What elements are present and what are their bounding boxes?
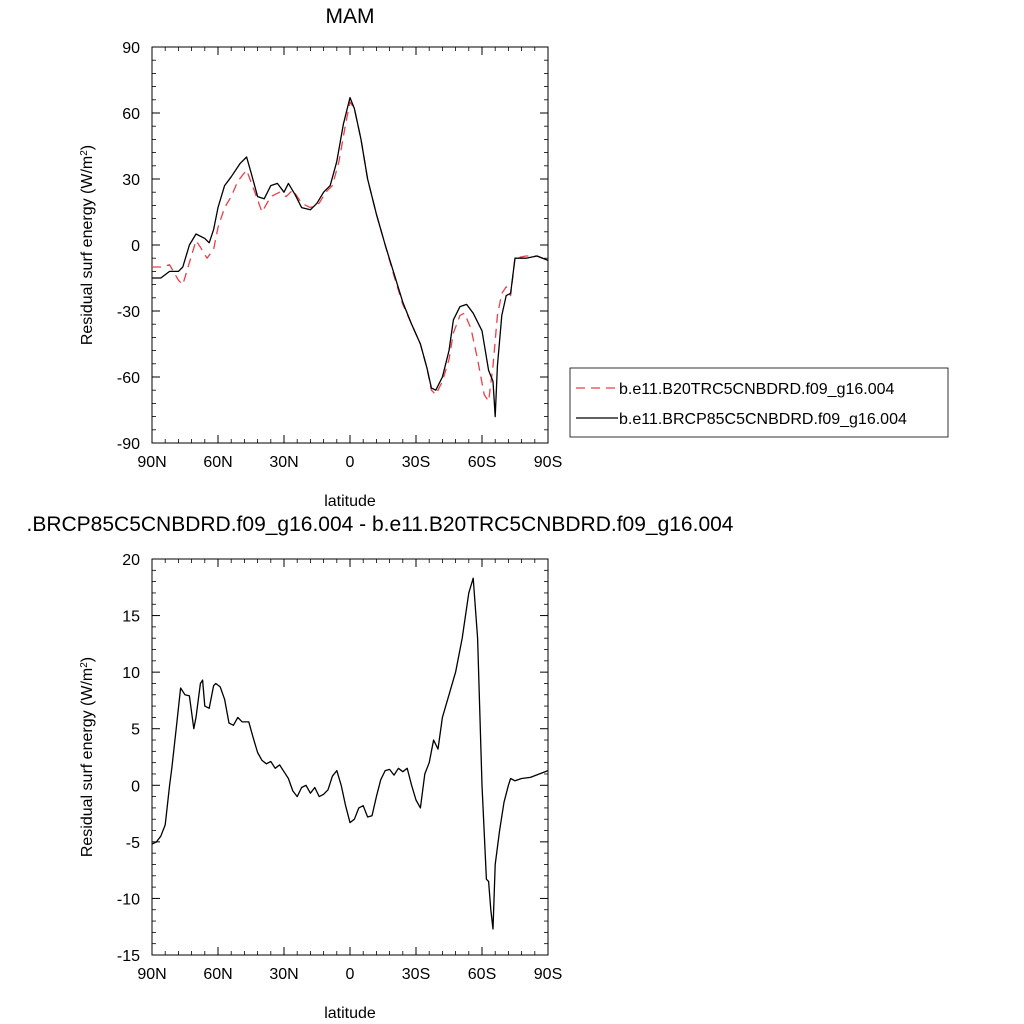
y-tick-label: 15 xyxy=(122,609,140,626)
y-axis-label: Residual surf energy (W/m2) xyxy=(79,145,97,345)
y-tick-label: 30 xyxy=(122,172,140,189)
chart-top: MAM 90N 60N 30N 0 30S 60S 90S9060300-30-60-90 … xyxy=(79,5,949,510)
y-tick-label: -90 xyxy=(117,436,140,453)
y-tick-label: 0 xyxy=(131,238,140,255)
legend: b.e11.B20TRC5CNBDRD.f09_g16.004 b.e11.BR… xyxy=(569,367,949,438)
x-tick-label: 90N xyxy=(137,454,166,471)
x-tick-label: 30S xyxy=(402,454,430,471)
series-line-2 xyxy=(152,96,549,418)
x-tick-label: 90N xyxy=(137,966,166,983)
x-tick-label: 90S xyxy=(534,966,562,983)
chart-title: .BRCP85C5CNBDRD.f09_g16.004 - b.e11.B20T… xyxy=(27,513,734,536)
y-tick-label: 60 xyxy=(122,106,140,123)
y-tick-label: -60 xyxy=(117,370,140,387)
legend-label-1: b.e11.B20TRC5CNBDRD.f09_g16.004 xyxy=(619,381,895,398)
plot-frame xyxy=(151,558,549,956)
x-axis-label: latitude xyxy=(324,493,376,510)
y-axis-label: Residual surf energy (W/m2) xyxy=(79,657,97,857)
x-tick-label: 30N xyxy=(269,966,298,983)
x-tick-label: 60S xyxy=(468,966,496,983)
x-tick-label: 30S xyxy=(402,966,430,983)
legend-label-2: b.e11.BRCP85C5CNBDRD.f09_g16.004 xyxy=(619,411,907,428)
y-tick-label: -5 xyxy=(126,835,140,852)
x-tick-label: 60N xyxy=(203,966,232,983)
y-tick-label: 5 xyxy=(131,722,140,739)
x-tick-label: 30N xyxy=(269,454,298,471)
series-line-1 xyxy=(151,577,549,930)
x-tick-label: 60S xyxy=(468,454,496,471)
y-tick-label: 0 xyxy=(131,778,140,795)
legend-box xyxy=(569,367,949,438)
y-tick-label: 90 xyxy=(122,40,140,57)
chart-title: MAM xyxy=(326,5,375,28)
y-tick-label: -10 xyxy=(117,891,140,908)
chart-bottom: .BRCP85C5CNBDRD.f09_g16.004 - b.e11.B20T… xyxy=(27,513,734,1022)
x-axis-label: latitude xyxy=(324,1005,376,1022)
y-tick-label: -15 xyxy=(117,948,140,965)
series-line-1 xyxy=(152,101,549,402)
plot-frame xyxy=(151,46,549,444)
y-tick-label: 10 xyxy=(122,665,140,682)
x-tick-label: 90S xyxy=(534,454,562,471)
x-tick-label: 0 xyxy=(346,966,355,983)
x-tick-label: 0 xyxy=(346,454,355,471)
x-tick-label: 60N xyxy=(203,454,232,471)
y-tick-label: 20 xyxy=(122,552,140,569)
y-tick-label: -30 xyxy=(117,304,140,321)
